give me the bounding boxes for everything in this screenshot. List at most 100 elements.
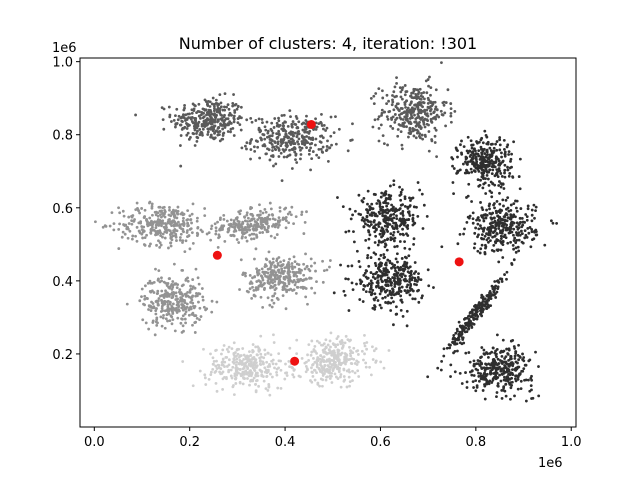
scatter-point xyxy=(197,120,201,124)
scatter-point xyxy=(498,180,501,183)
scatter-point xyxy=(239,128,243,132)
scatter-point xyxy=(442,354,446,358)
scatter-point xyxy=(416,88,420,92)
scatter-point xyxy=(262,219,266,222)
scatter-point xyxy=(530,230,534,234)
scatter-point xyxy=(480,155,484,159)
scatter-point xyxy=(299,148,302,152)
scatter-point xyxy=(412,237,416,241)
scatter-point xyxy=(259,136,263,140)
scatter-point xyxy=(528,226,532,229)
scatter-point xyxy=(191,242,195,245)
scatter-point xyxy=(184,294,188,298)
scatter-point xyxy=(195,135,199,139)
scatter-point xyxy=(179,123,183,127)
scatter-point xyxy=(268,201,272,205)
scatter-point xyxy=(512,202,516,206)
scatter-point xyxy=(238,123,242,127)
scatter-point xyxy=(213,131,216,135)
scatter-point xyxy=(232,120,236,124)
scatter-point xyxy=(502,388,505,392)
scatter-point xyxy=(232,134,236,137)
scatter-point xyxy=(184,292,188,296)
scatter-point xyxy=(183,317,187,321)
scatter-point xyxy=(312,356,315,360)
scatter-point xyxy=(456,349,459,353)
scatter-point xyxy=(477,371,480,375)
scatter-point xyxy=(315,371,318,375)
scatter-point xyxy=(203,207,207,210)
x-tick-label: 1.0 xyxy=(561,435,582,450)
scatter-point xyxy=(314,137,318,141)
scatter-point xyxy=(207,231,211,235)
scatter-point xyxy=(180,317,183,321)
scatter-point xyxy=(339,385,343,389)
scatter-point xyxy=(251,285,254,289)
scatter-point xyxy=(189,218,193,221)
scatter-point xyxy=(394,118,397,122)
scatter-point xyxy=(376,117,380,121)
scatter-point xyxy=(209,109,212,112)
scatter-point xyxy=(408,204,412,207)
scatter-point xyxy=(530,208,534,212)
scatter-point xyxy=(186,224,189,228)
scatter-point xyxy=(492,146,496,150)
scatter-point xyxy=(522,367,526,371)
scatter-point xyxy=(521,369,525,373)
scatter-point xyxy=(221,132,225,136)
scatter-point xyxy=(285,288,288,292)
scatter-point xyxy=(474,309,478,313)
scatter-point xyxy=(232,361,236,365)
scatter-point xyxy=(191,323,194,327)
scatter-point xyxy=(170,283,173,287)
scatter-point xyxy=(500,355,504,358)
scatter-point xyxy=(267,385,271,389)
scatter-point xyxy=(353,371,357,375)
scatter-point xyxy=(229,374,233,378)
scatter-point xyxy=(326,375,329,379)
scatter-point xyxy=(402,222,406,226)
scatter-point xyxy=(397,123,401,126)
scatter-point xyxy=(449,114,453,118)
scatter-point xyxy=(216,363,220,367)
scatter-point xyxy=(372,192,376,196)
scatter-point xyxy=(174,223,178,227)
scatter-point xyxy=(383,214,386,218)
scatter-point xyxy=(503,375,506,379)
scatter-point xyxy=(166,299,170,303)
scatter-point xyxy=(229,130,232,134)
scatter-point xyxy=(277,119,281,123)
scatter-point xyxy=(215,300,219,304)
scatter-point xyxy=(230,347,234,351)
scatter-point xyxy=(469,167,473,171)
scatter-point xyxy=(205,307,209,311)
scatter-point xyxy=(453,342,456,346)
scatter-point xyxy=(403,84,407,87)
scatter-point xyxy=(200,113,203,117)
scatter-point xyxy=(389,277,392,281)
scatter-point xyxy=(371,345,374,349)
scatter-point xyxy=(161,309,165,313)
scatter-point xyxy=(417,123,420,126)
scatter-point xyxy=(331,352,335,356)
scatter-point xyxy=(324,378,328,382)
scatter-point xyxy=(399,294,403,298)
scatter-point xyxy=(134,113,137,117)
scatter-point xyxy=(369,287,372,291)
y-offset-label: 1e6 xyxy=(52,41,77,56)
scatter-point xyxy=(465,168,468,172)
scatter-point xyxy=(183,312,187,316)
scatter-point xyxy=(256,218,260,222)
scatter-point xyxy=(192,304,195,308)
scatter-point xyxy=(291,130,295,134)
scatter-point xyxy=(285,284,289,288)
scatter-point xyxy=(336,353,340,357)
scatter-point xyxy=(278,133,281,137)
scatter-point xyxy=(491,211,495,215)
scatter-point xyxy=(417,272,420,275)
scatter-point xyxy=(205,103,209,106)
scatter-point xyxy=(412,272,416,275)
scatter-point xyxy=(321,356,325,359)
x-tick-label: 0.2 xyxy=(179,435,200,450)
scatter-point xyxy=(281,294,285,298)
